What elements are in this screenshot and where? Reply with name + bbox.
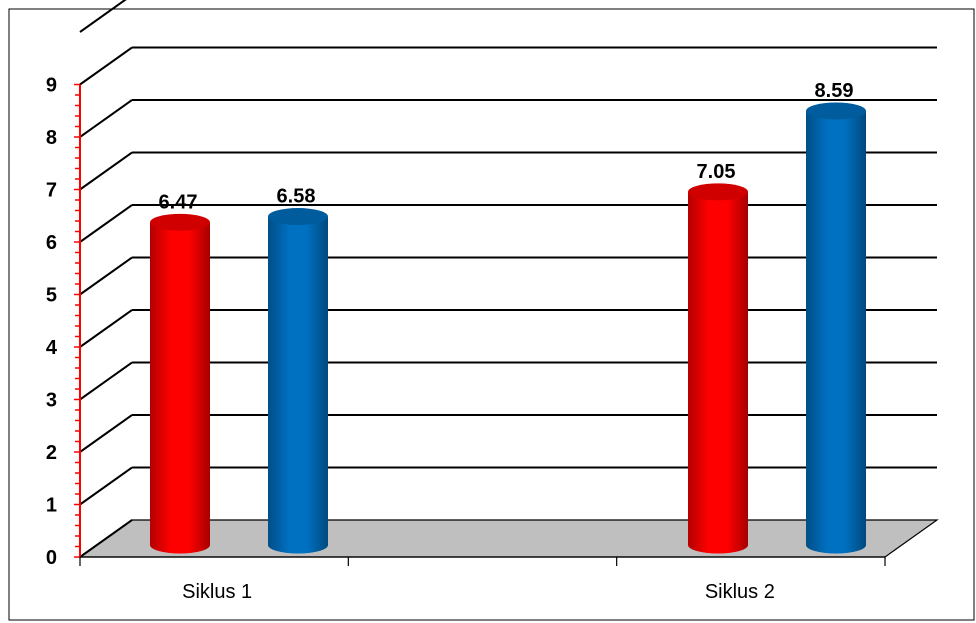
labels: 0 1 2 3 4 5 6 7 8 9 Siklus 1 Siklus 2 6.47 7.05 6.58 8.… [46, 75, 854, 604]
bar-cylinder-body [806, 111, 866, 554]
y-tick-label: 8 [46, 127, 57, 149]
bar-cylinder-top [688, 183, 748, 201]
bar-cylinder-body [268, 216, 328, 554]
y-tick-label: 7 [46, 180, 57, 202]
y-tick-label: 6 [46, 232, 57, 254]
gridline-side [79, 0, 127, 33]
y-tick-label: 2 [46, 442, 57, 464]
bar-cylinder-body [150, 222, 210, 554]
gridline-side [79, 414, 133, 453]
data-label: 6.58 [277, 186, 316, 208]
gridline-side [79, 361, 133, 401]
gridline-side [79, 46, 133, 86]
gridline-side [79, 256, 133, 296]
bar-cylinder-top [806, 102, 866, 120]
y-tick-label: 9 [46, 75, 57, 97]
x-category-label: Siklus 1 [182, 581, 252, 603]
bar-cylinder-body [688, 191, 748, 554]
bars [150, 102, 866, 554]
bar-cylinder-top [150, 213, 210, 231]
y-axis [74, 83, 886, 566]
y-tick-label: 5 [46, 285, 57, 307]
data-label: 8.59 [815, 80, 854, 102]
x-category-label: Siklus 2 [705, 581, 775, 603]
data-label: 7.05 [697, 161, 736, 183]
bar-cylinder-top [268, 208, 328, 226]
y-tick-label: 0 [46, 547, 57, 569]
y-tick-label: 4 [46, 337, 58, 359]
data-label: 6.47 [159, 191, 198, 213]
gridline-side [79, 204, 133, 243]
gridline-side [79, 519, 133, 558]
y-tick-label: 3 [46, 390, 57, 412]
gridlines [79, 0, 937, 558]
gridline-side [79, 151, 133, 191]
y-tick-label: 1 [46, 495, 57, 517]
gridline-side [79, 466, 133, 506]
gridline-side [79, 99, 133, 138]
gridline-side [79, 309, 133, 348]
